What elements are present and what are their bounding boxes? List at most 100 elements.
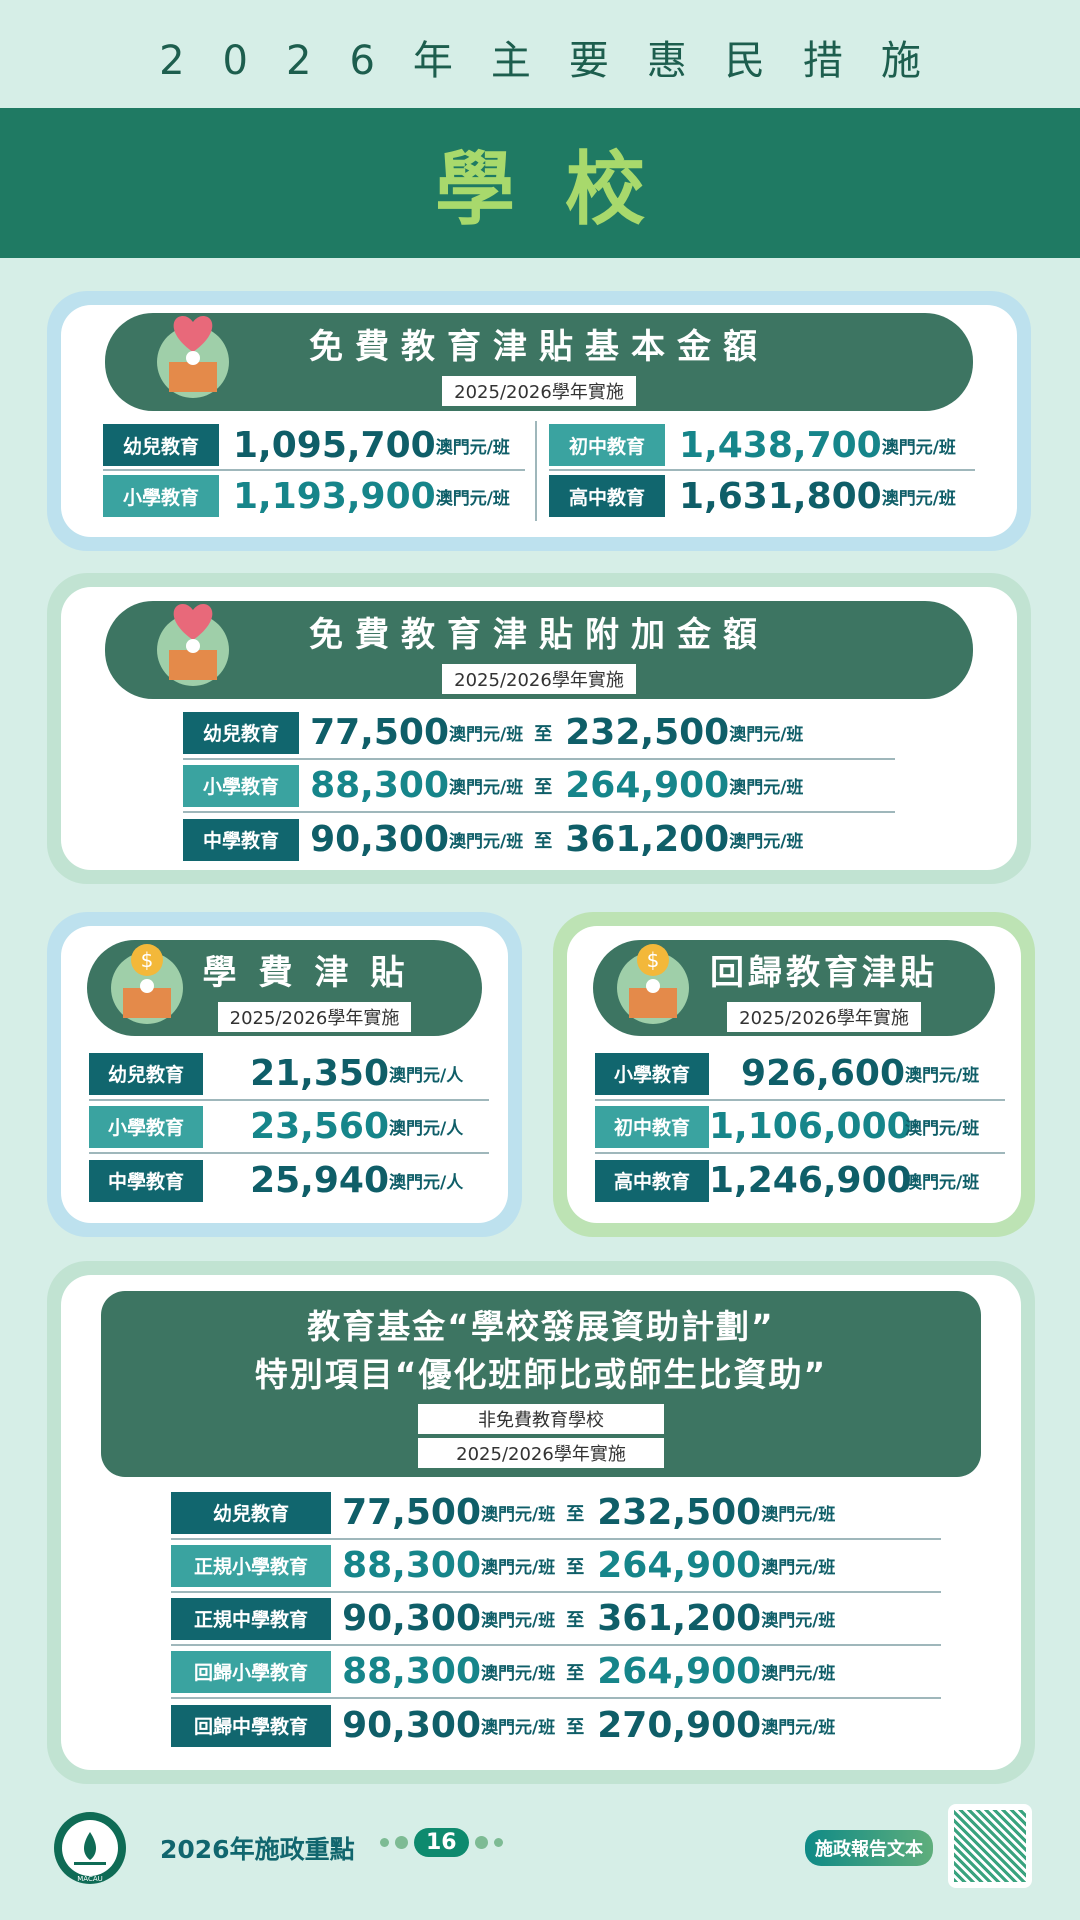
range-row: 回歸中學教育 90,300 澳門元/班 至 270,900 澳門元/班 <box>171 1699 941 1752</box>
min-amount: 77,500 <box>342 1492 481 1533</box>
basic-subsidy-year: 2025/2026學年實施 <box>442 375 636 406</box>
max-amount: 361,200 <box>597 1598 762 1639</box>
education-fund-card: 教育基金“學校發展資助計劃” 特別項目“優化班師比或師生比資助” 非免費教育學校… <box>47 1261 1035 1784</box>
range-separator: 至 <box>566 1503 585 1525</box>
unit: 澳門元/班 <box>761 1718 836 1738</box>
basic-subsidy-title: 免費教育津貼基本金額 <box>309 326 769 367</box>
min-amount: 77,500 <box>310 712 449 753</box>
unit: 澳門元/班 <box>905 1173 980 1193</box>
unit: 澳門元/人 <box>389 1173 464 1193</box>
min-amount: 88,300 <box>342 1651 481 1692</box>
unit: 澳門元/班 <box>481 1718 556 1738</box>
unit: 澳門元/班 <box>449 832 524 852</box>
range-separator: 至 <box>534 723 553 745</box>
amount: 1,095,700 <box>233 424 436 466</box>
footer: MACAU 2026年施政重點 16 施政報告文本 <box>0 1804 1080 1890</box>
unit: 澳門元/班 <box>449 725 524 745</box>
qr-code[interactable] <box>948 1804 1032 1888</box>
level-label: 回歸中學教育 <box>171 1704 331 1747</box>
max-amount: 264,900 <box>597 1545 762 1586</box>
page-number: 16 <box>414 1828 469 1857</box>
amount: 23,560 <box>250 1106 389 1147</box>
returning-education-year: 2025/2026學年實施 <box>727 1001 921 1032</box>
extra-subsidy-title: 免費教育津貼附加金額 <box>309 614 769 655</box>
range-separator: 至 <box>566 1662 585 1684</box>
level-label: 幼兒教育 <box>103 424 219 466</box>
range-row: 中學教育 90,300 澳門元/班 至 361,200 澳門元/班 <box>183 813 895 866</box>
level-label: 初中教育 <box>595 1105 709 1148</box>
amount: 926,600 <box>741 1053 905 1094</box>
unit: 澳門元/班 <box>729 832 804 852</box>
footer-label: 2026年施政重點 <box>160 1835 355 1864</box>
page-indicator: 16 <box>380 1828 503 1857</box>
range-separator: 至 <box>566 1716 585 1738</box>
min-amount: 90,300 <box>310 819 449 860</box>
range-row: 正規中學教育 90,300 澳門元/班 至 361,200 澳門元/班 <box>171 1593 941 1646</box>
level-label: 中學教育 <box>89 1159 203 1202</box>
unit: 澳門元/人 <box>389 1119 464 1139</box>
heart-school-icon <box>157 604 229 686</box>
coin-school-icon: $ <box>111 944 183 1024</box>
page-header-title: 2026年主要惠民措施 <box>159 38 959 84</box>
unit: 澳門元/班 <box>481 1611 556 1631</box>
policy-report-button[interactable]: 施政報告文本 <box>805 1830 933 1866</box>
level-label: 正規小學教育 <box>171 1544 331 1587</box>
level-label: 幼兒教育 <box>183 711 299 754</box>
unit: 澳門元/班 <box>761 1611 836 1631</box>
fund-title-line2: 特別項目“優化班師比或師生比資助” <box>254 1355 828 1394</box>
amount-row: 幼兒教育 21,350 澳門元/人 <box>89 1048 489 1101</box>
range-separator: 至 <box>534 776 553 798</box>
unit: 澳門元/班 <box>435 437 510 458</box>
level-label: 小學教育 <box>89 1105 203 1148</box>
amount: 1,438,700 <box>679 424 882 466</box>
amount: 21,350 <box>250 1053 389 1094</box>
unit: 澳門元/班 <box>481 1558 556 1578</box>
level-label: 幼兒教育 <box>89 1052 203 1095</box>
amount-row: 初中教育 1,106,000 澳門元/班 <box>595 1101 1005 1154</box>
range-separator: 至 <box>566 1609 585 1631</box>
svg-text:$: $ <box>141 948 154 972</box>
amount: 1,106,000 <box>709 1106 912 1147</box>
range-row: 小學教育 88,300 澳門元/班 至 264,900 澳門元/班 <box>183 760 895 813</box>
coin-school-icon: $ <box>617 944 689 1024</box>
range-separator: 至 <box>566 1556 585 1578</box>
max-amount: 361,200 <box>565 819 730 860</box>
unit: 澳門元/班 <box>905 1066 980 1086</box>
max-amount: 232,500 <box>597 1492 762 1533</box>
unit: 澳門元/班 <box>761 1505 836 1525</box>
fund-scope: 非免費教育學校 <box>418 1404 664 1434</box>
level-label: 小學教育 <box>103 475 219 517</box>
amount-row: 小學教育 926,600 澳門元/班 <box>595 1048 1005 1101</box>
max-amount: 264,900 <box>565 765 730 806</box>
unit: 澳門元/班 <box>481 1505 556 1525</box>
returning-education-card: $ 回歸教育津貼 2025/2026學年實施 小學教育 926,600 澳門元/… <box>553 912 1035 1237</box>
unit: 澳門元/班 <box>435 488 510 509</box>
svg-text:$: $ <box>647 948 660 972</box>
max-amount: 270,900 <box>597 1705 762 1746</box>
level-label: 高中教育 <box>595 1159 709 1202</box>
range-separator: 至 <box>534 830 553 852</box>
extra-subsidy-year: 2025/2026學年實施 <box>442 663 636 694</box>
max-amount: 264,900 <box>597 1651 762 1692</box>
education-fund-header: 教育基金“學校發展資助計劃” 特別項目“優化班師比或師生比資助” 非免費教育學校… <box>101 1291 981 1477</box>
tuition-subsidy-title: 學費津貼 <box>202 952 427 993</box>
extra-subsidy-card: 免費教育津貼附加金額 2025/2026學年實施 幼兒教育 77,500 澳門元… <box>47 573 1031 884</box>
extra-subsidy-header: 免費教育津貼附加金額 2025/2026學年實施 <box>105 601 973 699</box>
basic-subsidy-card: 免費教育津貼基本金額 2025/2026學年實施 幼兒教育 1,095,700 澳門… <box>47 291 1031 551</box>
returning-education-header: $ 回歸教育津貼 2025/2026學年實施 <box>593 940 995 1036</box>
amount: 25,940 <box>250 1160 389 1201</box>
section-banner: 學校 <box>0 108 1080 258</box>
min-amount: 90,300 <box>342 1705 481 1746</box>
tuition-subsidy-year: 2025/2026學年實施 <box>217 1001 412 1032</box>
level-label: 正規中學教育 <box>171 1597 331 1640</box>
unit: 澳門元/班 <box>881 437 956 458</box>
amount-row: 高中教育 1,246,900 澳門元/班 <box>595 1154 1005 1207</box>
level-label: 回歸小學教育 <box>171 1650 331 1693</box>
level-label: 高中教育 <box>549 475 666 517</box>
level-label: 小學教育 <box>183 764 299 807</box>
unit: 澳門元/班 <box>449 778 524 798</box>
unit: 澳門元/班 <box>729 778 804 798</box>
amount-row: 中學教育 25,940 澳門元/人 <box>89 1154 489 1207</box>
min-amount: 90,300 <box>342 1598 481 1639</box>
heart-school-icon <box>157 316 229 398</box>
